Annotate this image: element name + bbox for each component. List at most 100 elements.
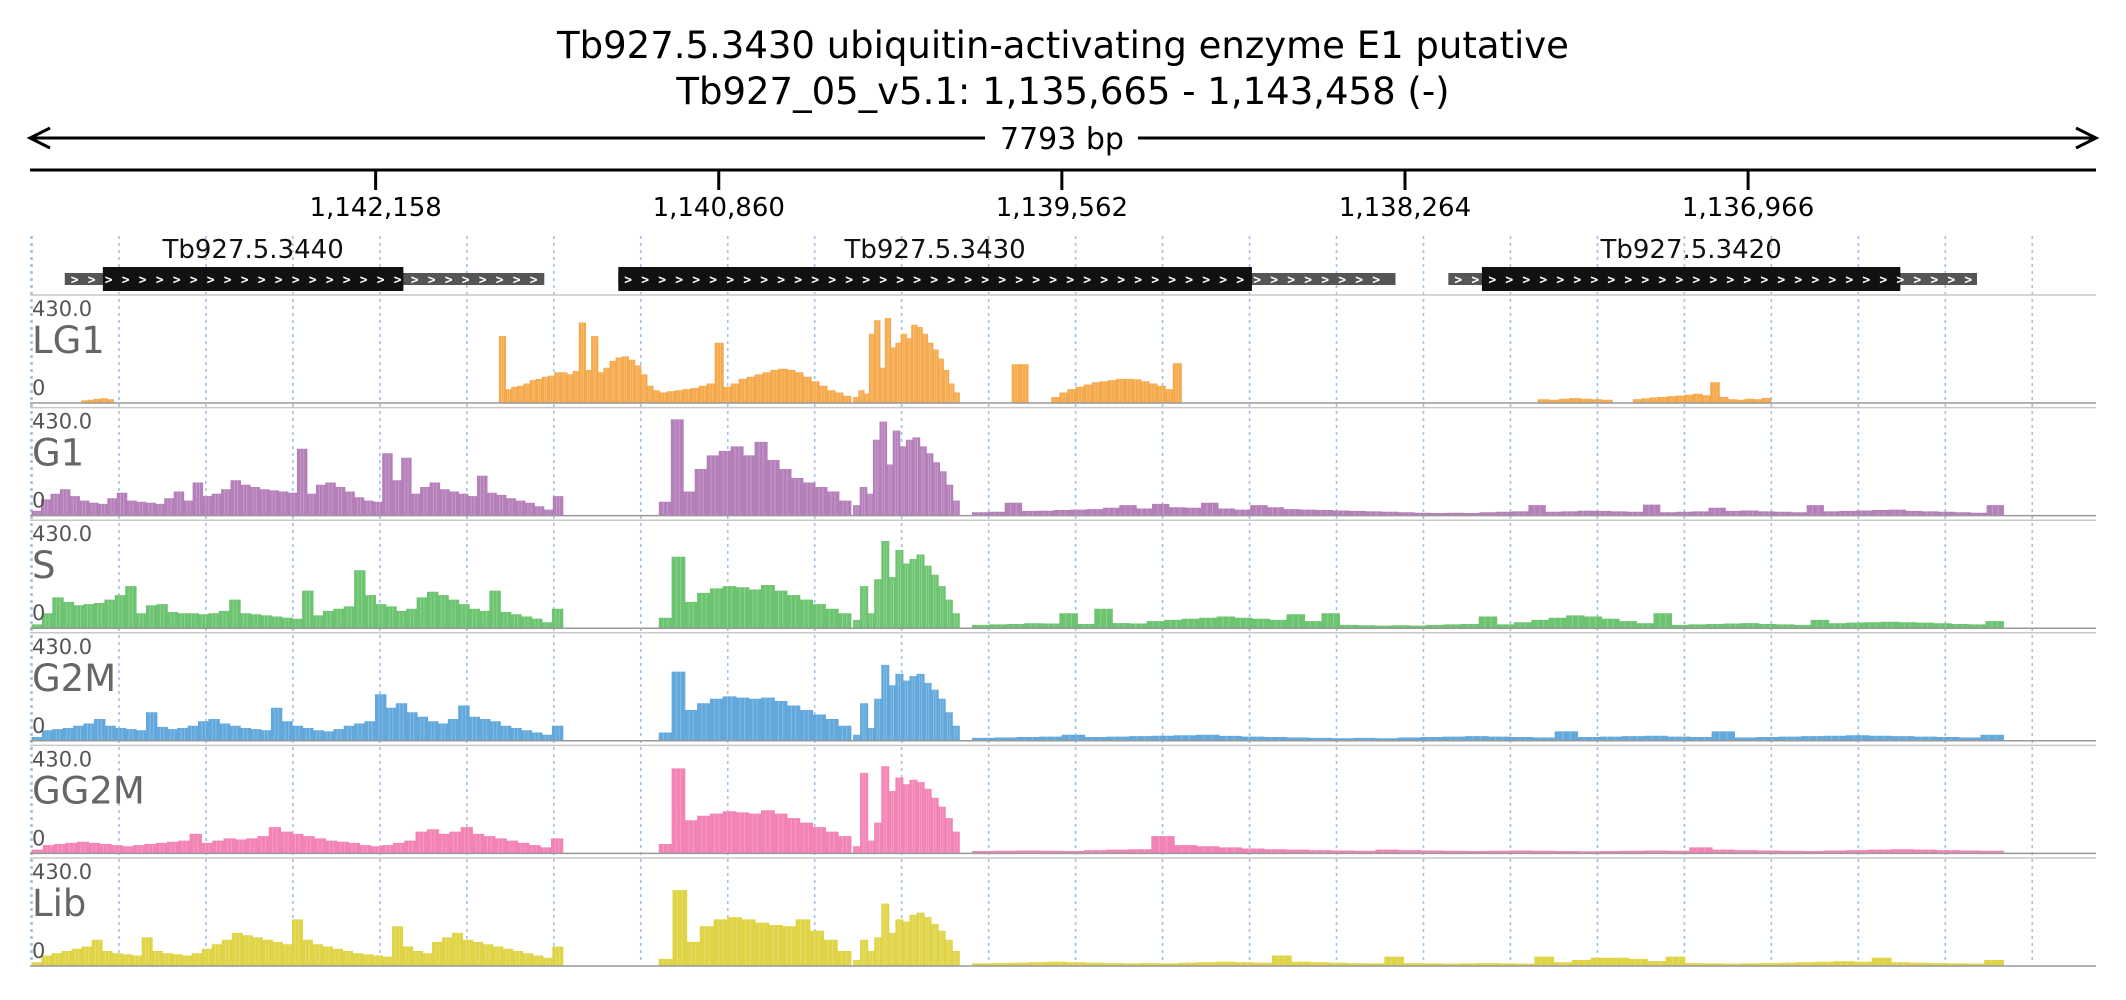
coverage-area bbox=[1011, 364, 1029, 403]
gene-track: > > > > > > > > > > > > > > > > > > > > > > > > > > > > Tb927.5.3440… bbox=[64, 235, 1978, 291]
chevron-glyph: > bbox=[1811, 273, 1819, 288]
cds-bar bbox=[102, 267, 404, 291]
chevron-glyph: > bbox=[862, 273, 870, 288]
chevron-glyph: > bbox=[1304, 273, 1312, 288]
coverage-area bbox=[1537, 398, 1613, 403]
chevron-glyph: > bbox=[394, 273, 402, 288]
coverage-bars bbox=[35, 694, 560, 740]
chevron-glyph: > bbox=[879, 273, 887, 288]
chevron-glyph: > bbox=[913, 273, 921, 288]
chevron-glyph: > bbox=[105, 273, 113, 288]
coverage-bars bbox=[979, 731, 1997, 740]
coverage-area bbox=[853, 903, 960, 966]
chevron-glyph: > bbox=[828, 273, 836, 288]
chevron-glyph: > bbox=[1117, 273, 1125, 288]
coverage-area bbox=[972, 502, 2004, 516]
chevron-glyph: > bbox=[207, 273, 215, 288]
chevron-glyph: > bbox=[1049, 273, 1057, 288]
track-name[interactable]: LG1 bbox=[32, 319, 105, 362]
track-name[interactable]: G1 bbox=[32, 432, 84, 475]
coverage-area bbox=[31, 827, 564, 853]
coverage-area bbox=[31, 694, 564, 741]
tick-label: 1,140,860 bbox=[653, 193, 785, 223]
chevron-glyph: > bbox=[743, 273, 751, 288]
chevron-glyph: > bbox=[1168, 273, 1176, 288]
gene-Tb927.5.3440[interactable]: > > > > > > > > > > > > > > > > > > > > > > > > > > > >Tb927.5.3440 bbox=[64, 235, 545, 291]
chevron-glyph: > bbox=[624, 273, 632, 288]
chevron-glyph: > bbox=[462, 273, 470, 288]
chevron-glyph: > bbox=[1556, 273, 1564, 288]
chevron-glyph: > bbox=[292, 273, 300, 288]
coverage-area bbox=[31, 448, 564, 516]
gene-label[interactable]: Tb927.5.3420 bbox=[1599, 235, 1781, 265]
chevron-glyph: > bbox=[190, 273, 198, 288]
chevron-glyph: > bbox=[1862, 273, 1870, 288]
coverage-area bbox=[1632, 382, 1772, 403]
coverage-series-LG1 bbox=[81, 318, 1772, 403]
strand-chevron-icon: > > > > > > > > > > > > > > > > > > > > > > > > > > > > > > > bbox=[1454, 273, 1972, 288]
chevron-glyph: > bbox=[122, 273, 130, 288]
chevron-glyph: > bbox=[1947, 273, 1955, 288]
chevron-glyph: > bbox=[411, 273, 419, 288]
chevron-glyph: > bbox=[1777, 273, 1785, 288]
gene-label[interactable]: Tb927.5.3430 bbox=[843, 235, 1025, 265]
chevron-glyph: > bbox=[981, 273, 989, 288]
chevron-glyph: > bbox=[173, 273, 181, 288]
coverage-bars bbox=[855, 904, 958, 965]
coverage-bars bbox=[34, 919, 560, 965]
chevron-glyph: > bbox=[1270, 273, 1278, 288]
coverage-area bbox=[1051, 363, 1182, 403]
chevron-glyph: > bbox=[1760, 273, 1768, 288]
chevron-glyph: > bbox=[1338, 273, 1346, 288]
coverage-area bbox=[972, 731, 2004, 741]
chevron-glyph: > bbox=[139, 273, 147, 288]
coverage-bars bbox=[977, 609, 1999, 628]
chevron-glyph: > bbox=[1236, 273, 1244, 288]
coverage-area bbox=[972, 608, 2004, 628]
y-max-label: 430.0 bbox=[32, 297, 92, 321]
chevron-glyph: > bbox=[947, 273, 955, 288]
chevron-glyph: > bbox=[1709, 273, 1717, 288]
coverage-bars bbox=[1014, 364, 1026, 402]
tick-label: 1,142,158 bbox=[309, 193, 441, 223]
gene-Tb927.5.3420[interactable]: > > > > > > > > > > > > > > > > > > > > > > > > > > > > > > >Tb927.5.3… bbox=[1448, 235, 1978, 291]
track-name[interactable]: GG2M bbox=[32, 769, 145, 812]
chevron-glyph: > bbox=[530, 273, 538, 288]
chevron-glyph: > bbox=[1607, 273, 1615, 288]
chevron-glyph: > bbox=[1505, 273, 1513, 288]
coverage-series-G2M bbox=[31, 664, 2004, 741]
chevron-glyph: > bbox=[709, 273, 717, 288]
chevron-glyph: > bbox=[1692, 273, 1700, 288]
chevron-glyph: > bbox=[1675, 273, 1683, 288]
coverage-area bbox=[658, 671, 852, 741]
track-name[interactable]: Lib bbox=[32, 882, 86, 925]
coverage-area bbox=[853, 541, 960, 628]
coverage-bars bbox=[663, 672, 848, 740]
span-ruler: 7793 bp bbox=[26, 122, 2100, 157]
track-name[interactable]: S bbox=[32, 544, 56, 587]
y-max-label: 430.0 bbox=[32, 635, 92, 659]
chevron-glyph: > bbox=[845, 273, 853, 288]
gene-label[interactable]: Tb927.5.3440 bbox=[161, 235, 343, 265]
coverage-bars bbox=[979, 836, 1997, 853]
coverage-series-Lib bbox=[31, 890, 2004, 966]
gene-Tb927.5.3430[interactable]: > > > > > > > > > > > > > > > > > > > > > > > > > > > > > > > > > > > > > > > >… bbox=[618, 235, 1396, 291]
chevron-glyph: > bbox=[1590, 273, 1598, 288]
track-name[interactable]: G2M bbox=[32, 657, 116, 700]
chevron-glyph: > bbox=[1522, 273, 1530, 288]
chevron-glyph: > bbox=[930, 273, 938, 288]
chevron-glyph: > bbox=[1964, 273, 1972, 288]
chevron-glyph: > bbox=[1539, 273, 1547, 288]
chevron-glyph: > bbox=[726, 273, 734, 288]
coverage-area bbox=[658, 768, 852, 853]
chevron-glyph: > bbox=[1879, 273, 1887, 288]
chevron-glyph: > bbox=[309, 273, 317, 288]
chevron-glyph: > bbox=[1100, 273, 1108, 288]
chevron-glyph: > bbox=[1743, 273, 1751, 288]
y-min-label: 0 bbox=[32, 376, 45, 400]
coverage-bars bbox=[855, 422, 958, 515]
coverage-area bbox=[658, 419, 852, 516]
